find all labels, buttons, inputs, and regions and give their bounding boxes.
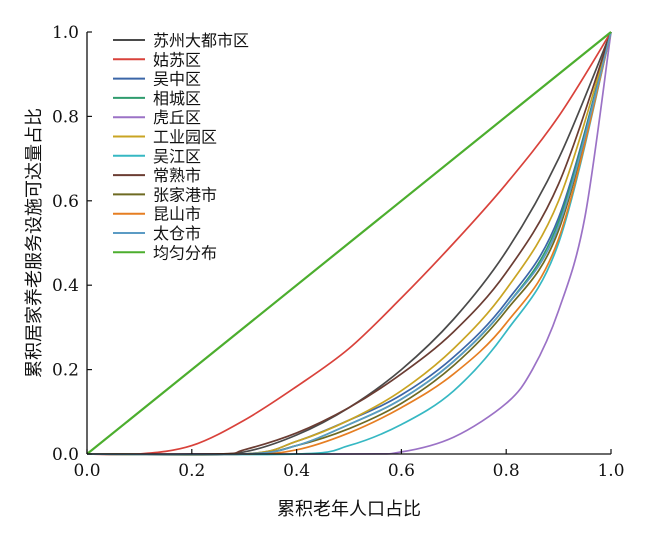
legend-label-4: 虎丘区	[153, 108, 201, 127]
x-tick-label: 0.6	[388, 461, 415, 481]
y-tick-label: 0.4	[52, 276, 79, 296]
y-tick-label: 0.8	[52, 107, 79, 127]
y-tick-label: 0.0	[52, 445, 79, 465]
y-axis-title: 累积居家养老服务设施可达量占比	[24, 108, 45, 378]
legend-label-7: 常熟市	[153, 166, 201, 185]
series-line-1	[86, 31, 612, 456]
y-tick-label: 0.2	[52, 361, 79, 381]
legend-label-1: 姑苏区	[153, 50, 201, 69]
x-tick-label: 1.0	[597, 461, 624, 481]
legend-label-3: 相城区	[153, 89, 201, 108]
legend-label-11: 均匀分布	[153, 243, 217, 262]
axes	[86, 32, 611, 455]
series-line-11	[86, 31, 612, 455]
x-tick-label: 0.2	[178, 461, 205, 481]
legend: 苏州大都市区姑苏区吴中区相城区虎丘区工业园区吴江区常熟市张家港市昆山市太仓市均匀…	[113, 31, 249, 262]
x-axis-title: 累积老年人口占比	[277, 499, 421, 520]
x-tick-label: 0.0	[73, 461, 100, 481]
y-tick-label: 1.0	[52, 23, 79, 43]
legend-label-6: 吴江区	[153, 147, 201, 166]
ticks: 0.0 0.2 0.4 0.6 0.8 1.0 0.0 0.2 0.4 0.6 0.8 1.0	[52, 23, 625, 481]
legend-label-0: 苏州大都市区	[153, 31, 249, 50]
legend-label-10: 太仓市	[153, 224, 201, 243]
legend-label-5: 工业园区	[153, 128, 217, 147]
legend-label-2: 吴中区	[153, 70, 201, 89]
x-tick-label: 0.4	[283, 461, 310, 481]
y-tick-label: 0.6	[52, 192, 79, 212]
legend-label-8: 张家港市	[153, 185, 217, 204]
x-tick-label: 0.8	[493, 461, 520, 481]
legend-label-9: 昆山市	[153, 205, 201, 224]
